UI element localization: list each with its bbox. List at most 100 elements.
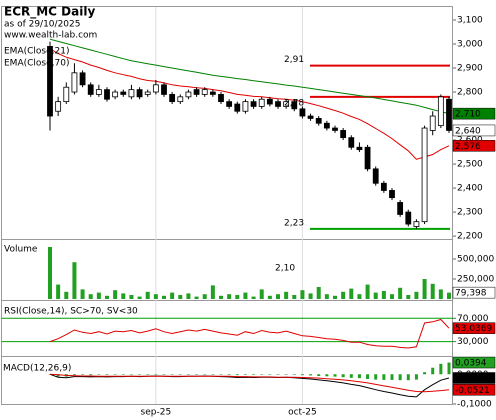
histogram-bar [56, 374, 60, 377]
candle-body [161, 84, 167, 95]
candle-body [55, 101, 62, 112]
value-box-label: 2,640 [455, 126, 481, 136]
volume-bar [333, 295, 337, 299]
volume-bar [341, 291, 346, 299]
candle-body [413, 221, 420, 227]
level-label: 2,23 [284, 218, 304, 228]
value-box-label: 53,0369 [455, 324, 492, 334]
x-tick-label: oct-25 [288, 408, 317, 418]
candle-body [299, 108, 306, 117]
candle-body [234, 103, 241, 112]
histogram-bar [113, 374, 117, 375]
histogram-bar [146, 374, 150, 375]
histogram-bar [325, 374, 329, 377]
histogram-bar [178, 374, 182, 375]
histogram-bar [423, 372, 427, 375]
histogram-bar [447, 362, 451, 375]
volume-bar [145, 291, 150, 299]
volume-bar [219, 295, 223, 299]
histogram-bar [211, 374, 215, 375]
candle-body [307, 115, 314, 119]
candle-body [275, 101, 281, 107]
series-line [49, 318, 450, 349]
volume-bar [64, 291, 69, 299]
histogram-bar [431, 367, 435, 375]
y-tick-label: 2,500 [457, 160, 483, 170]
volume-bar [284, 291, 289, 299]
volume-bar [105, 295, 109, 299]
volume-bar [324, 294, 329, 299]
y-tick-label: 250,000 [457, 275, 494, 285]
histogram-bar [406, 374, 410, 381]
histogram-bar [235, 374, 239, 376]
histogram-bar [243, 374, 247, 375]
histogram-bar [170, 374, 174, 375]
volume-bar [267, 295, 272, 299]
histogram-bar [357, 374, 361, 379]
candle-body [258, 98, 265, 107]
candle-body [242, 101, 249, 112]
volume-bar [153, 294, 158, 299]
histogram-bar [300, 374, 304, 376]
candle-body [218, 94, 224, 103]
volume-bar [438, 289, 443, 299]
candle-body [47, 46, 53, 117]
chart-title: ECR_MC Daily [4, 5, 95, 20]
candle-body [209, 91, 216, 95]
value-box [452, 107, 496, 120]
volume-bar [390, 294, 394, 299]
candle-body [112, 91, 119, 98]
volume-bar [259, 289, 264, 299]
value-box-label: -0,0521 [455, 386, 490, 396]
candle-body [169, 94, 176, 103]
y-tick-label: 3,100 [457, 16, 483, 26]
volume-bar [121, 293, 126, 299]
candle-body [266, 98, 273, 105]
volume-bar [72, 262, 77, 299]
volume-bar [373, 292, 378, 299]
candle-body [87, 84, 94, 95]
value-box [452, 140, 496, 152]
legend-entry: EMA(Close,21) [4, 47, 69, 57]
volume-bar [186, 293, 191, 299]
volume-bar [96, 292, 101, 299]
candle-body [283, 101, 290, 107]
volume-bar [316, 287, 321, 299]
candle-body [340, 130, 347, 139]
annotation: 2,10 [275, 264, 295, 274]
value-box [452, 384, 496, 396]
candle-body [120, 91, 127, 95]
histogram-bar [105, 374, 109, 375]
histogram-bar [284, 374, 288, 375]
candle-body [95, 89, 102, 95]
candle-body [201, 89, 208, 95]
histogram-bar [349, 374, 353, 378]
candle-body [79, 72, 86, 86]
volume-bar [414, 291, 419, 299]
value-box-label: 0,0394 [455, 359, 487, 369]
y-tick-label: -0,1000 [457, 400, 492, 410]
volume-bar [162, 295, 166, 299]
histogram-bar [252, 374, 256, 375]
volume-bar [381, 291, 386, 299]
candle-body [364, 146, 371, 170]
volume-bar [137, 296, 142, 299]
volume-bar [430, 283, 435, 299]
volume-bar [48, 247, 52, 299]
y-tick-label: 2,300 [457, 208, 483, 218]
histogram-bar [72, 374, 76, 376]
candle-body [104, 89, 110, 100]
histogram-bar [439, 363, 443, 375]
subtitle: as of 29/10/2025 [4, 20, 80, 30]
volume-bar [170, 292, 175, 299]
volume-bar [80, 289, 85, 299]
volume-bar [292, 295, 297, 299]
histogram-bar [374, 374, 378, 380]
candle-body [128, 89, 135, 98]
value-box-label: -0,0126 [455, 374, 490, 384]
volume-bar [178, 295, 183, 299]
volume-bar [202, 294, 207, 299]
candle-body [250, 101, 257, 107]
histogram-bar [390, 374, 394, 380]
y-tick-label: 2,200 [457, 232, 483, 242]
